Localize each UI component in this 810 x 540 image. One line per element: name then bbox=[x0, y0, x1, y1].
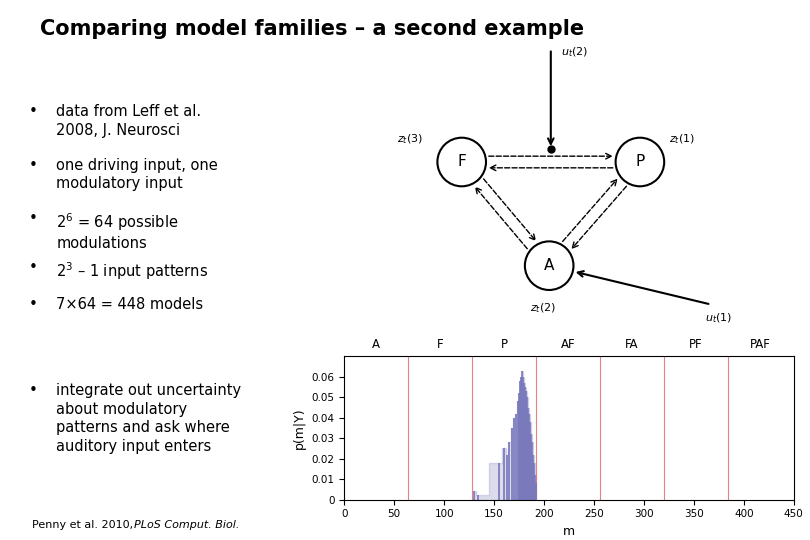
Text: data from Leff et al.
2008, J. Neurosci: data from Leff et al. 2008, J. Neurosci bbox=[56, 104, 202, 138]
Text: AF: AF bbox=[561, 338, 575, 350]
Y-axis label: p(m|Y): p(m|Y) bbox=[293, 407, 306, 449]
Text: PF: PF bbox=[689, 338, 703, 350]
Text: F: F bbox=[437, 338, 443, 350]
Text: A: A bbox=[373, 338, 380, 350]
Text: $u_t(1)$: $u_t(1)$ bbox=[705, 311, 732, 325]
Circle shape bbox=[525, 241, 573, 290]
Text: $z_t(3)$: $z_t(3)$ bbox=[397, 133, 423, 146]
Text: •: • bbox=[28, 211, 37, 226]
Text: •: • bbox=[28, 104, 37, 119]
Text: FA: FA bbox=[625, 338, 639, 350]
Text: integrate out uncertainty
about modulatory
patterns and ask where
auditory input: integrate out uncertainty about modulato… bbox=[56, 383, 241, 454]
Text: •: • bbox=[28, 260, 37, 275]
Text: 2$^6$ = 64 possible
modulations: 2$^6$ = 64 possible modulations bbox=[56, 211, 178, 252]
Text: Penny et al. 2010,: Penny et al. 2010, bbox=[32, 520, 137, 530]
Text: A: A bbox=[544, 258, 554, 273]
Circle shape bbox=[437, 138, 486, 186]
Text: one driving input, one
modulatory input: one driving input, one modulatory input bbox=[56, 158, 218, 191]
Circle shape bbox=[616, 138, 664, 186]
Text: •: • bbox=[28, 297, 37, 312]
Text: PLo​S Comput. Biol.: PLo​S Comput. Biol. bbox=[134, 520, 239, 530]
Text: $u_t(2)$: $u_t(2)$ bbox=[561, 45, 588, 59]
Text: •: • bbox=[28, 158, 37, 173]
Text: $z_t(2)$: $z_t(2)$ bbox=[530, 301, 556, 315]
Text: PAF: PAF bbox=[749, 338, 770, 350]
X-axis label: m: m bbox=[563, 525, 575, 538]
Text: 2$^3$ – 1 input patterns: 2$^3$ – 1 input patterns bbox=[56, 260, 208, 282]
Text: •: • bbox=[28, 383, 37, 398]
Text: $z_t(1)$: $z_t(1)$ bbox=[669, 133, 695, 146]
Text: Comparing model families – a second example: Comparing model families – a second exam… bbox=[40, 19, 585, 39]
Text: P: P bbox=[501, 338, 508, 350]
Text: 7×64 = 448 models: 7×64 = 448 models bbox=[56, 297, 203, 312]
Text: P: P bbox=[635, 154, 645, 170]
Text: F: F bbox=[458, 154, 466, 170]
